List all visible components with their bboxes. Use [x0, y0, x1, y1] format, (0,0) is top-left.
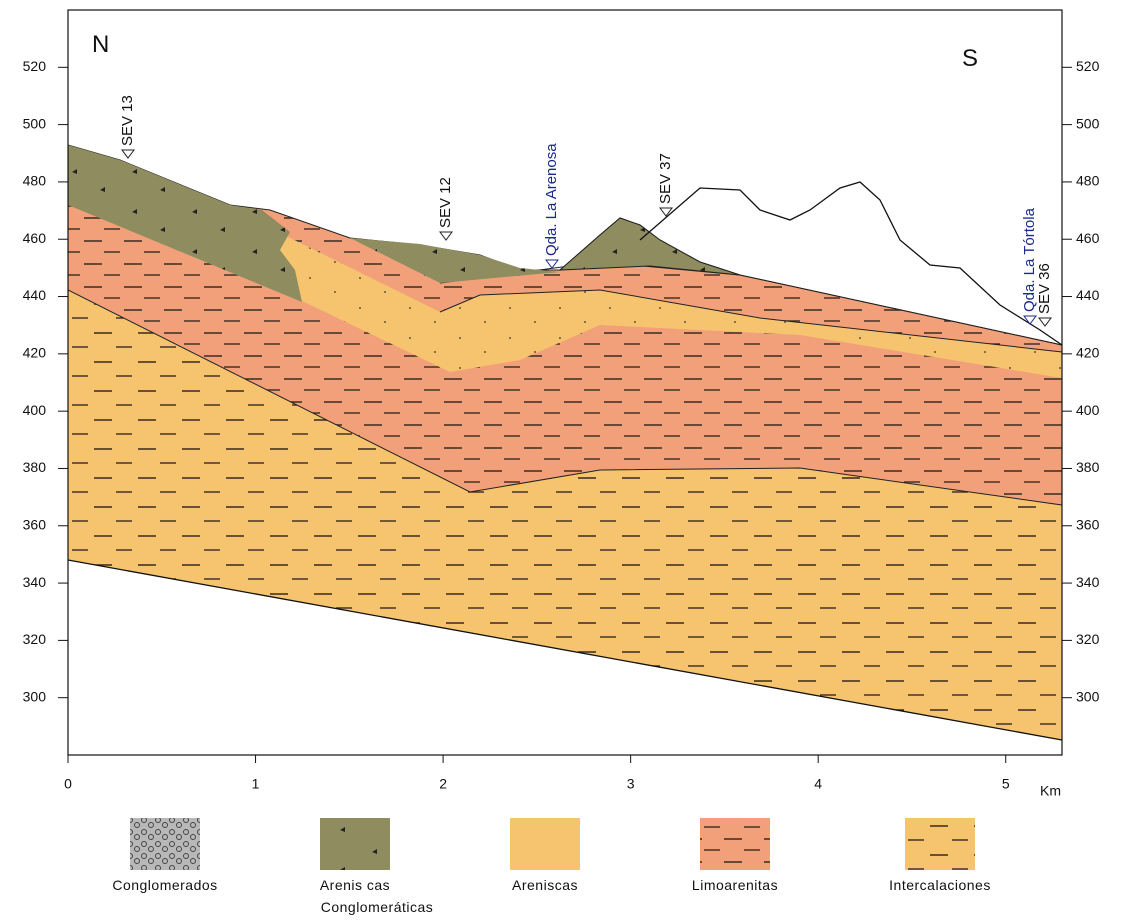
marker-triangle	[545, 259, 559, 269]
y-tick-label: 360	[1076, 516, 1100, 532]
marker-label: SEV 13	[119, 95, 136, 146]
geology	[67, 9, 1063, 756]
y-tick-label: 420	[1076, 345, 1100, 361]
legend-label: Limoarenitas	[692, 877, 778, 893]
arenisca-conglomeratica	[68, 145, 302, 302]
legend-label: Arenis cas	[320, 877, 390, 893]
legend-swatch	[700, 818, 770, 870]
marker-label: Qda. La Tórtola	[1021, 207, 1038, 312]
y-tick-label: 320	[1076, 631, 1100, 647]
marker-label: SEV 37	[657, 153, 674, 204]
legend-label: Intercalaciones	[889, 877, 991, 893]
legend-swatch	[905, 818, 975, 870]
y-tick-label: 500	[1076, 115, 1100, 131]
y-tick-label: 340	[23, 574, 47, 590]
y-tick-label: 520	[23, 58, 47, 74]
y-tick-label: 440	[1076, 287, 1100, 303]
y-tick-label: 500	[23, 115, 47, 131]
unit-label: Km	[1040, 783, 1061, 799]
marker-triangle	[1038, 317, 1052, 327]
y-tick-label: 320	[23, 631, 47, 647]
x-tick-label: 5	[1002, 776, 1010, 792]
legend-label: Areniscas	[512, 877, 578, 893]
terrain-line	[639, 181, 1063, 346]
x-tick-label: 3	[627, 776, 635, 792]
y-tick-label: 360	[23, 516, 47, 532]
x-tick-label: 0	[64, 776, 72, 792]
legend-swatch	[130, 818, 200, 870]
legend-swatch	[510, 818, 580, 870]
marker-triangle	[439, 231, 453, 241]
legend-label: Conglomeráticas	[321, 899, 434, 915]
y-tick-label: 520	[1076, 58, 1100, 74]
y-tick-label: 480	[23, 173, 47, 189]
y-tick-label: 460	[1076, 230, 1100, 246]
y-tick-label: 380	[23, 459, 47, 475]
marker-label: SEV 12	[437, 177, 454, 228]
arenisca-conglomeratica	[558, 217, 741, 276]
north-label: N	[92, 31, 109, 58]
marker-label: SEV 36	[1036, 263, 1053, 314]
y-tick-label: 440	[23, 287, 47, 303]
y-tick-label: 300	[23, 688, 47, 704]
y-tick-label: 400	[23, 402, 47, 418]
areniscas-layer	[270, 228, 1062, 378]
frame	[67, 9, 1063, 756]
y-tick-label: 480	[1076, 173, 1100, 189]
base-line	[67, 559, 1063, 741]
x-tick-label: 4	[814, 776, 822, 792]
legend-label: Conglomerados	[112, 877, 217, 893]
y-tick-label: 420	[23, 345, 47, 361]
x-tick-label: 2	[439, 776, 447, 792]
arenisca-conglomeratica	[350, 238, 560, 283]
marker-triangle	[121, 149, 135, 159]
y-tick-label: 300	[1076, 688, 1100, 704]
y-tick-label: 380	[1076, 459, 1100, 475]
y-tick-label: 400	[1076, 402, 1100, 418]
y-tick-label: 340	[1076, 574, 1100, 590]
legend-swatch	[320, 818, 390, 870]
intercalaciones-layer	[68, 290, 1062, 740]
y-tick-label: 460	[23, 230, 47, 246]
south-label: S	[962, 45, 978, 72]
legend: Conglomerados Arenis cas Conglomeráticas Ar…	[112, 818, 991, 915]
marker-triangle	[1023, 315, 1037, 325]
marker-label: Qda. La Arenosa	[543, 143, 560, 256]
x-tick-label: 1	[252, 776, 260, 792]
marker-triangle	[659, 207, 673, 217]
